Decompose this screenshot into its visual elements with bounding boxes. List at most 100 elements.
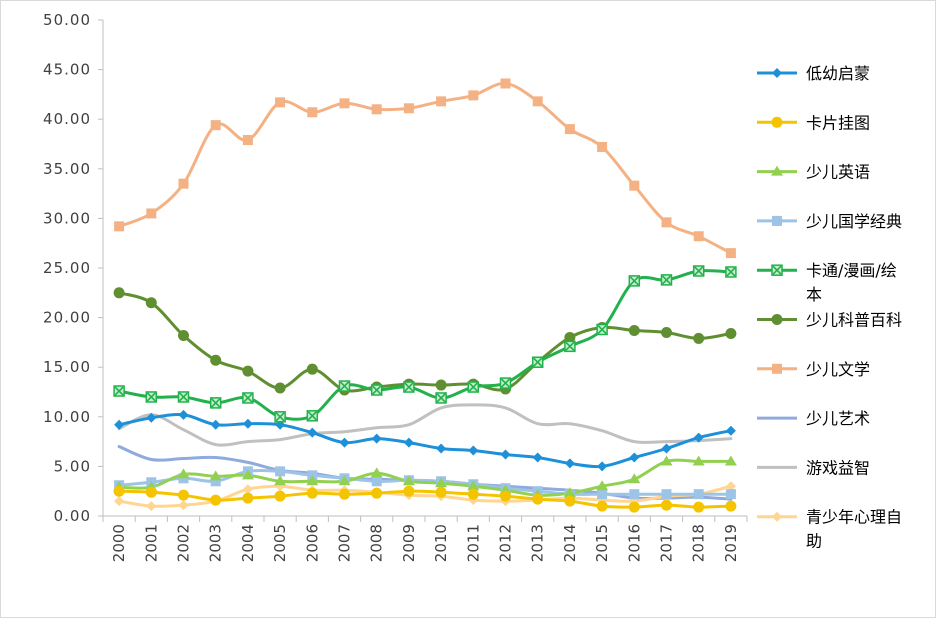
legend-label: 游戏益智 <box>806 458 870 477</box>
data-point-6-2003 <box>210 354 222 366</box>
x-tick-label: 2003 <box>207 524 225 562</box>
data-point-5-2007 <box>338 380 351 392</box>
legend-item-8: 少儿艺术 <box>757 409 870 428</box>
data-point-7-2006 <box>307 107 318 118</box>
data-point-4-2017 <box>661 489 672 500</box>
y-tick-label: 10.00 <box>43 408 91 426</box>
data-point-3-2010 <box>435 477 448 488</box>
data-point-5-2004 <box>242 392 254 404</box>
data-point-2-2008 <box>371 487 383 499</box>
data-point-1-2012 <box>500 449 511 460</box>
data-point-2-2017 <box>661 499 672 511</box>
data-point-5-2010 <box>435 392 447 404</box>
data-point-5-2001 <box>145 391 158 403</box>
data-point-2-2015 <box>596 500 608 512</box>
data-point-2-2007 <box>339 488 350 500</box>
data-point-7-2002 <box>178 178 189 189</box>
data-point-5-2008 <box>370 384 383 396</box>
legend-item-1: 低幼启蒙 <box>757 64 870 83</box>
data-point-10-2004 <box>242 484 253 495</box>
x-tick-label: 2009 <box>400 524 418 562</box>
data-point-10-2002 <box>178 500 189 511</box>
x-tick-label: 2004 <box>239 524 257 562</box>
data-point-2-2009 <box>403 485 415 497</box>
data-point-5-2018 <box>692 265 705 277</box>
data-point-1-2015 <box>597 461 608 472</box>
data-point-6-2004 <box>242 365 254 377</box>
data-point-4-2005 <box>275 466 286 477</box>
y-tick-label: 45.00 <box>43 61 91 79</box>
data-point-1-2019 <box>725 425 736 436</box>
data-point-3-2009 <box>402 475 415 486</box>
data-point-6-2001 <box>145 297 157 309</box>
data-point-10-2000 <box>114 496 125 507</box>
data-point-7-2004 <box>242 135 253 146</box>
data-point-3-2019 <box>724 455 737 466</box>
data-point-7-2009 <box>403 103 414 114</box>
data-point-10-2019 <box>725 481 736 492</box>
legend-marker <box>772 68 782 78</box>
y-axis-tick-labels: 0.00 5.00 10.00 15.00 20.00 25.00 30.00 35.00 40… <box>43 11 91 525</box>
legend-item-5: 卡通/漫画/绘本 <box>757 261 897 304</box>
x-tick-label: 2015 <box>593 524 611 562</box>
data-point-1-2006 <box>307 427 318 438</box>
data-point-1-2010 <box>436 443 447 454</box>
legend-item-3: 少儿英语 <box>757 163 870 182</box>
series-line-5 <box>117 269 733 421</box>
data-point-2-2010 <box>435 486 447 498</box>
data-point-2-2006 <box>306 487 318 499</box>
data-point-4-2008 <box>371 476 382 487</box>
data-point-1-2004 <box>242 418 253 429</box>
legend-marker <box>771 165 783 176</box>
y-tick-label: 35.00 <box>43 160 91 178</box>
y-tick-label: 25.00 <box>43 259 91 277</box>
data-point-7-2005 <box>275 97 286 108</box>
legend-label: 少儿艺术 <box>806 409 870 428</box>
series-lines <box>117 81 733 509</box>
data-point-7-2012 <box>500 78 511 89</box>
data-point-2-2019 <box>725 500 737 512</box>
data-point-7-2000 <box>114 221 125 232</box>
data-point-2-2002 <box>178 489 189 501</box>
x-tick-label: 2017 <box>658 524 676 562</box>
data-point-7-2008 <box>371 104 382 115</box>
y-tick-label: 20.00 <box>43 309 91 327</box>
data-point-3-2003 <box>209 470 222 481</box>
y-tick-label: 50.00 <box>43 11 91 29</box>
data-point-1-2003 <box>210 419 221 430</box>
data-point-7-2017 <box>661 217 672 228</box>
data-point-5-2005 <box>274 411 286 423</box>
x-tick-label: 2000 <box>110 524 128 562</box>
data-point-2-2005 <box>274 490 286 502</box>
data-point-5-2002 <box>177 391 190 403</box>
data-point-6-2006 <box>306 363 318 375</box>
x-tick-label: 2002 <box>175 524 193 562</box>
data-point-7-2001 <box>146 208 157 219</box>
series-line-6 <box>117 291 733 393</box>
data-point-3-2011 <box>467 480 480 491</box>
data-point-7-2019 <box>725 248 736 259</box>
data-point-1-2008 <box>371 433 382 444</box>
x-tick-label: 2014 <box>561 524 579 562</box>
data-point-1-2011 <box>468 445 479 456</box>
legend-marker <box>771 264 783 276</box>
data-point-7-2011 <box>468 90 479 101</box>
data-point-3-2014 <box>563 487 576 498</box>
x-tick-label: 2019 <box>722 524 740 562</box>
series-line-7 <box>117 81 733 255</box>
data-point-4-2019 <box>725 489 736 500</box>
data-point-3-2017 <box>660 455 673 466</box>
data-point-2-2001 <box>145 486 157 498</box>
data-point-5-2017 <box>660 274 673 286</box>
data-point-2-2016 <box>628 501 640 513</box>
legend-marker <box>772 363 782 374</box>
data-point-3-2004 <box>241 469 254 480</box>
x-tick-label: 2005 <box>271 524 289 562</box>
data-point-6-2010 <box>435 379 447 391</box>
legend-label: 少儿文学 <box>806 360 870 379</box>
series-line-9 <box>117 403 733 447</box>
data-point-3-2015 <box>596 480 609 491</box>
x-tick-label: 2007 <box>336 524 354 562</box>
data-point-6-2005 <box>274 382 286 394</box>
legend-item-7: 少儿文学 <box>757 360 870 379</box>
